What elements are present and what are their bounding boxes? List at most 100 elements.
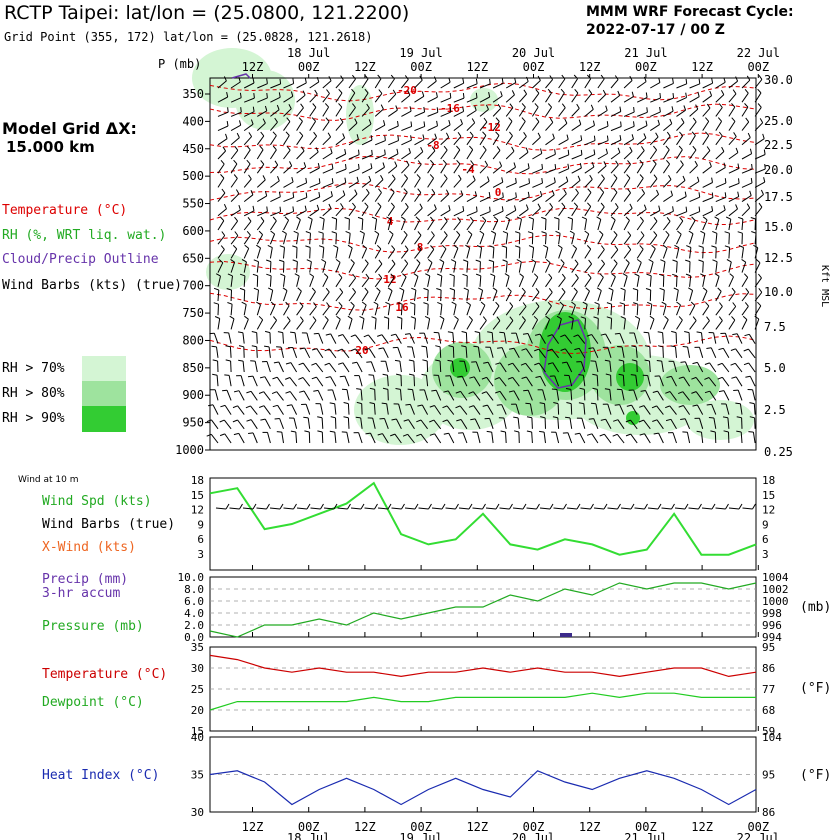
wind-barb-flag: [555, 230, 561, 234]
wind-barb: [491, 332, 494, 344]
wind-barb-flag: [565, 176, 569, 182]
wind-barb-flag: [474, 191, 477, 197]
kft-tick-label: 7.5: [764, 320, 786, 334]
wind-barb: [505, 306, 514, 316]
wind-barb: [296, 233, 299, 245]
wind-barb-flag: [390, 202, 395, 208]
wind-barb-flag: [368, 374, 374, 376]
wind-barb-flag: [250, 190, 254, 195]
wind-barb: [296, 94, 306, 103]
wind-barb: [571, 92, 579, 103]
wind-barb-flag: [541, 216, 547, 220]
wind-barb-flag: [378, 89, 383, 94]
wind-barb-flag: [588, 259, 592, 265]
wind-barb: [607, 347, 612, 358]
wind-barb: [702, 182, 713, 188]
wind-barb-flag: [724, 192, 727, 198]
wind-barb: [656, 405, 664, 415]
wind-barb: [754, 168, 766, 174]
wind-barb: [427, 96, 438, 103]
wind-barb-flag: [525, 147, 529, 153]
wind-barb-flag: [430, 216, 434, 222]
wind-barb-flag: [560, 334, 566, 338]
surface-wind-barb: [215, 507, 227, 510]
wind-barb-flag: [394, 359, 400, 362]
wind-barb-flag: [495, 301, 500, 307]
wind-barb: [499, 391, 507, 401]
wind-barb-flag: [600, 188, 605, 193]
wind-barb-flag: [298, 362, 304, 366]
wind-barb: [348, 92, 356, 103]
wind-barb-flag: [691, 131, 696, 136]
pressure-unit-label: (mb): [800, 600, 832, 615]
wind-barb: [492, 181, 504, 188]
wind-barb: [518, 320, 526, 330]
wind-barb: [518, 233, 521, 245]
wind-barb: [237, 419, 245, 430]
wind-barb: [650, 124, 660, 132]
wind-barb-flag: [409, 106, 412, 112]
wind-barb-flag: [645, 288, 651, 291]
surface-wind-barb: [715, 507, 726, 510]
wind-barb-flag: [311, 348, 317, 351]
wind-barb: [256, 346, 258, 358]
wind-barb-flag: [751, 231, 757, 234]
wind-barb: [515, 403, 520, 415]
panel-tick-label: 3: [762, 548, 769, 561]
wind-barb: [257, 97, 268, 103]
wind-barb: [229, 346, 232, 358]
wind-barb-flag: [661, 301, 667, 305]
wind-barb: [754, 277, 762, 288]
wind-barb-flag: [365, 273, 370, 279]
wind-barb-flag: [456, 159, 461, 165]
wind-barb: [676, 135, 684, 146]
wind-barb: [243, 210, 255, 217]
wind-barb: [513, 347, 520, 359]
wind-barb: [479, 121, 488, 131]
wind-barb: [463, 361, 468, 373]
wind-barb: [243, 123, 254, 132]
wind-barb-flag: [684, 191, 687, 197]
wind-barb-flag: [260, 131, 265, 137]
wind-barb: [479, 320, 487, 330]
wind-barb-flag: [750, 177, 753, 183]
wind-barb: [387, 249, 396, 259]
wind-barb: [505, 291, 512, 302]
wind-barb: [479, 96, 490, 103]
legend-rh: RH (%, WRT liq. wat.): [2, 228, 167, 243]
wind-barb: [386, 403, 389, 415]
wind-barb: [728, 306, 737, 316]
wind-barb: [545, 181, 556, 188]
wind-barb: [633, 389, 638, 401]
pressure-tick-label: 900: [182, 388, 204, 402]
wind-barb: [264, 376, 271, 387]
surface-wind-barb-flag: [738, 503, 743, 510]
pressure-line: [209, 582, 757, 638]
wind-barb: [453, 123, 463, 131]
wind-barb: [211, 419, 219, 430]
wind-barb: [682, 391, 690, 401]
wind-barb: [662, 163, 671, 174]
wind-barb: [545, 92, 552, 103]
wind-barb-flag: [665, 145, 670, 151]
wind-barb: [433, 419, 442, 430]
wind-barb-flag: [435, 359, 441, 362]
wind-barb: [754, 181, 766, 188]
wind-barb: [492, 150, 501, 160]
wind-barb: [554, 375, 560, 387]
temperature-label: Temperature (°C): [42, 667, 168, 682]
panel-tick-label: 95: [762, 641, 775, 654]
wind-barb: [296, 261, 298, 273]
wind-barb-flag: [363, 334, 369, 338]
wind-barb-flag: [554, 164, 557, 170]
wind-barb-flag: [483, 117, 488, 123]
wind-barb: [505, 135, 513, 146]
wind-barb-flag: [537, 75, 541, 81]
panel-tick-label: 10.0: [178, 571, 205, 584]
panel-tick-label: 1000: [762, 595, 789, 608]
rh-region: [686, 400, 754, 440]
wind-barb-flag: [643, 204, 647, 210]
wind-barb: [682, 405, 691, 415]
wind-barb-flag: [574, 432, 580, 435]
wind-barb-flag: [311, 362, 317, 366]
